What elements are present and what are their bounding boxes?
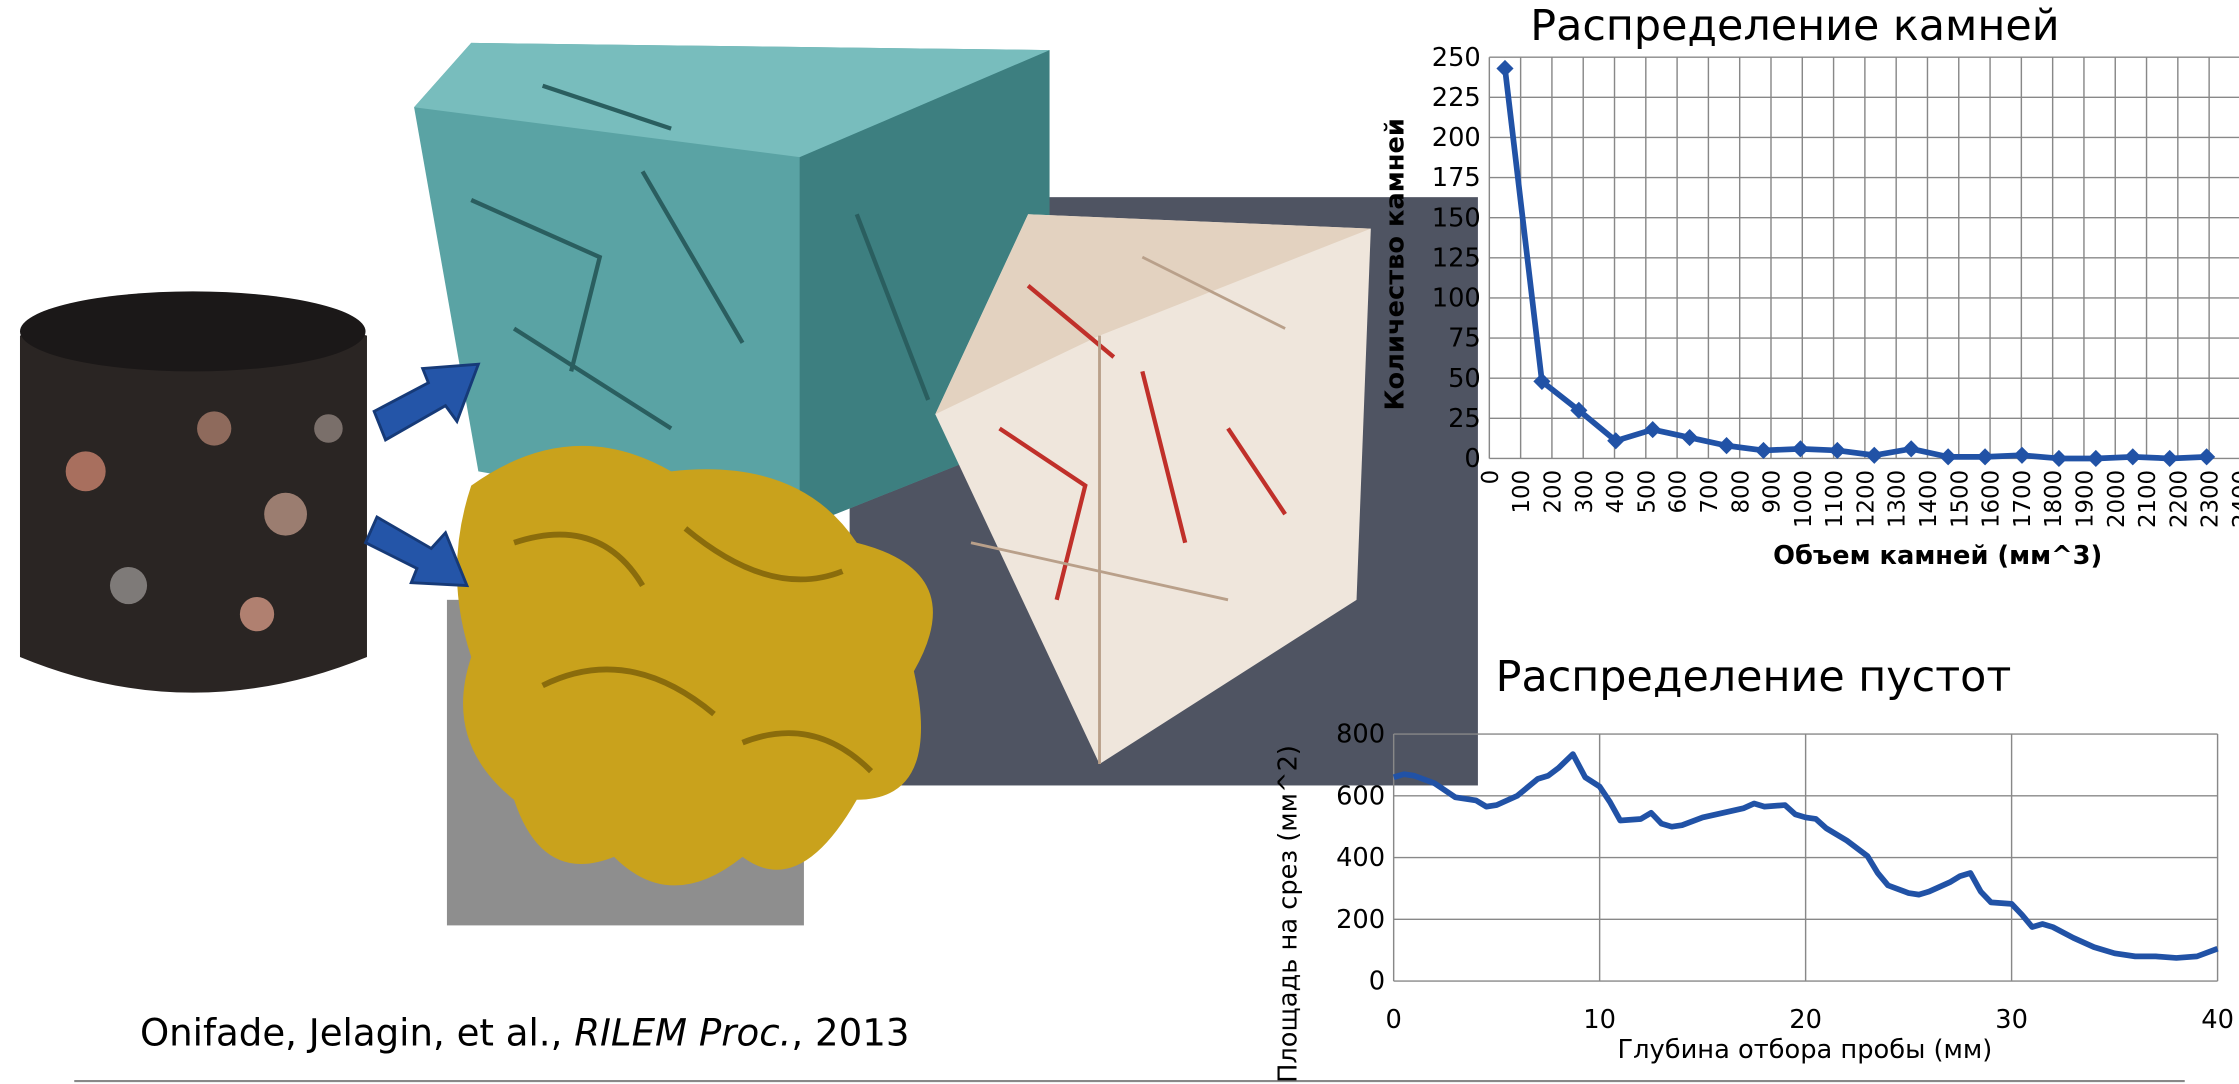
citation-journal: RILEM Proc. [574,1011,791,1054]
x-tick-label: 2200 [2166,470,2192,528]
x-tick-label: 400 [1603,470,1629,514]
data-marker [2013,447,2030,464]
data-marker [1829,442,1846,459]
data-marker [1903,440,1920,457]
x-tick-label: 800 [1728,470,1754,514]
data-marker [2198,448,2215,465]
data-marker [1976,448,1993,465]
data-marker [1718,437,1735,454]
data-marker [1755,442,1772,459]
x-tick-label: 40 [2201,1005,2234,1035]
y-tick-label: 400 [1336,843,1385,873]
y-tick-label: 100 [1432,284,1481,314]
y-tick-label: 175 [1432,163,1481,193]
x-tick-label: 2400 [2229,470,2239,528]
chart-title: Распределение камней [1530,1,2059,51]
x-tick-label: 1800 [2041,470,2067,528]
y-tick-label: 225 [1432,83,1481,113]
y-axis-label: Количество камней [1381,118,1411,410]
x-axis-label: Объем камней (мм^3) [1773,541,2102,571]
x-tick-label: 2000 [2104,470,2130,528]
x-tick-label: 1000 [1791,470,1817,528]
y-axis-label: Площадь на срез (мм^2) [1274,745,1304,1083]
arrow [374,364,478,440]
illustrations [20,43,1478,925]
y-tick-label: 0 [1369,967,1385,997]
data-marker [1496,60,1513,77]
arrow [366,517,467,586]
data-marker [1792,440,1809,457]
asphalt-cylinder [20,291,367,692]
data-marker [2161,450,2178,467]
y-tick-label: 600 [1336,781,1385,811]
x-tick-label: 2300 [2198,470,2224,528]
citation: Onifade, Jelagin, et al., RILEM Proc., 2… [140,1011,910,1054]
y-tick-label: 200 [1336,905,1385,935]
x-tick-label: 10 [1583,1005,1616,1035]
slide: Onifade, Jelagin, et al., RILEM Proc., 2… [0,0,2239,1084]
data-marker [2087,450,2104,467]
x-tick-label: 1200 [1853,470,1879,528]
x-tick-label: 500 [1634,470,1660,514]
y-tick-label: 75 [1448,324,1481,354]
x-tick-label: 600 [1666,470,1692,514]
y-tick-label: 25 [1448,404,1481,434]
citation-year: , 2013 [791,1011,909,1054]
x-tick-label: 1700 [2010,470,2036,528]
x-tick-label: 200 [1540,470,1566,514]
x-tick-label: 900 [1760,470,1786,514]
x-tick-label: 1600 [1979,470,2005,528]
x-tick-label: 100 [1509,470,1535,514]
x-tick-label: 300 [1572,470,1598,514]
data-line [1505,68,2207,458]
x-tick-label: 0 [1478,470,1504,485]
chart-title: Распределение пустот [1496,652,2012,702]
aggregate-cube [414,43,1049,528]
x-tick-label: 2100 [2135,470,2161,528]
x-tick-label: 1300 [1885,470,1911,528]
x-tick-label: 1500 [1947,470,1973,528]
x-tick-label: 30 [1995,1005,2028,1035]
data-marker [1940,448,1957,465]
x-tick-label: 1100 [1822,470,1848,528]
data-marker [1681,429,1698,446]
x-tick-label: 1900 [2073,470,2099,528]
y-tick-label: 150 [1432,203,1481,233]
x-tick-label: 0 [1385,1005,1401,1035]
y-tick-label: 50 [1448,364,1481,394]
data-marker [2124,448,2141,465]
citation-authors: Onifade, Jelagin, et al., [140,1011,574,1054]
data-marker [1866,447,1883,464]
x-axis-label: Глубина отбора пробы (мм) [1617,1035,1992,1065]
x-tick-label: 20 [1789,1005,1822,1035]
y-tick-label: 200 [1432,123,1481,153]
data-marker [1644,421,1661,438]
x-tick-label: 700 [1697,470,1723,514]
x-tick-label: 1400 [1916,470,1942,528]
y-tick-label: 250 [1432,43,1481,73]
y-tick-label: 800 [1336,720,1385,750]
y-tick-label: 125 [1432,243,1481,273]
